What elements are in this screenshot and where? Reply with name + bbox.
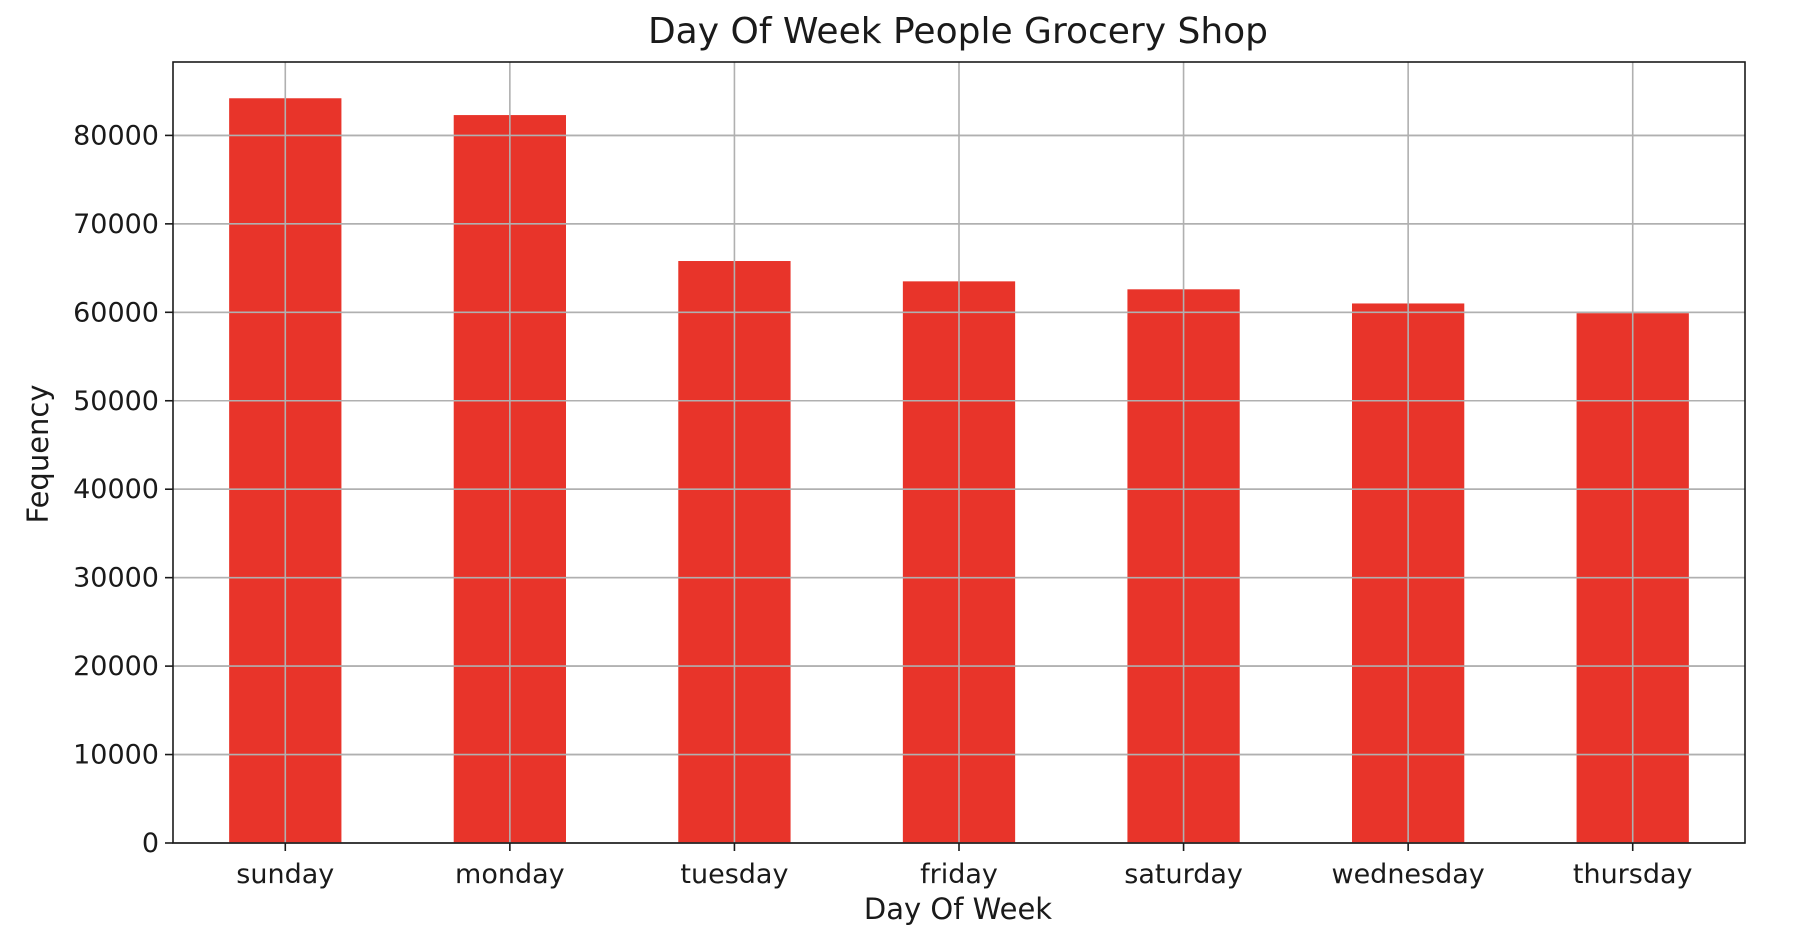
- x-tick-label-monday: monday: [455, 859, 565, 890]
- y-tick-label: 40000: [73, 474, 159, 505]
- x-axis-label: Day Of Week: [864, 892, 1052, 926]
- y-axis-ticks: 0 10000 20000 30000 40000 50000 60000 70000 8000…: [73, 120, 173, 859]
- x-axis-ticks: sunday monday tuesday friday saturday wednesd…: [236, 843, 1693, 890]
- x-tick-label-sunday: sunday: [236, 859, 334, 890]
- y-tick-label: 80000: [73, 120, 159, 151]
- x-tick-label-wednesday: wednesday: [1331, 859, 1484, 890]
- y-tick-label: 60000: [73, 297, 159, 328]
- grid-lines-over-bars: [173, 62, 1745, 844]
- chart-title: Day Of Week People Grocery Shop: [648, 11, 1268, 52]
- x-tick-label-saturday: saturday: [1124, 859, 1243, 890]
- y-tick-label: 0: [142, 828, 159, 859]
- x-tick-label-thursday: thursday: [1573, 859, 1693, 890]
- y-tick-label: 70000: [73, 209, 159, 240]
- y-tick-label: 20000: [73, 651, 159, 682]
- x-tick-label-tuesday: tuesday: [680, 859, 788, 890]
- y-tick-label: 10000: [73, 740, 159, 771]
- x-tick-label-friday: friday: [920, 859, 998, 890]
- y-tick-label: 30000: [73, 563, 159, 594]
- y-axis-label: Fequency: [21, 384, 55, 523]
- y-tick-label: 50000: [73, 386, 159, 417]
